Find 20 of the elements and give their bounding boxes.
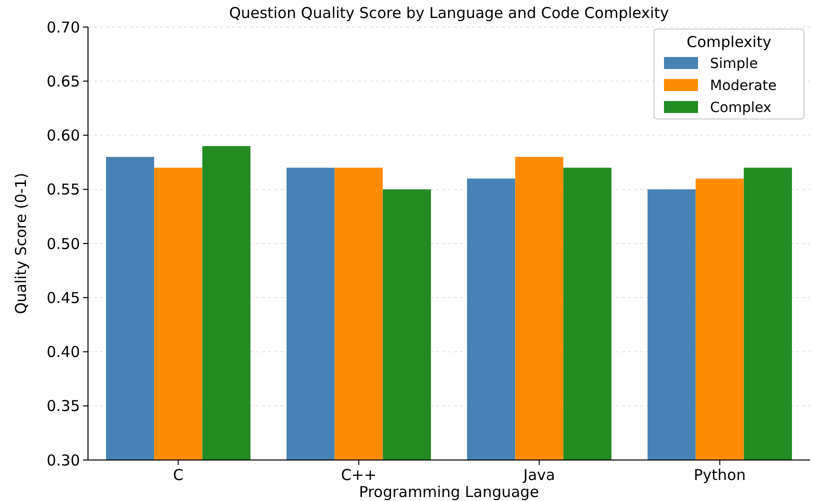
x-tick-label: Java: [522, 466, 556, 484]
y-tick-label: 0.65: [46, 72, 80, 90]
y-tick-label: 0.50: [46, 234, 80, 253]
legend-label: Simple: [710, 56, 758, 72]
x-tick-label: C: [173, 466, 184, 484]
legend-title: Complexity: [686, 33, 772, 51]
y-tick-label: 0.55: [46, 180, 80, 199]
y-tick-label: 0.60: [46, 126, 80, 144]
y-tick-label: 0.40: [46, 343, 80, 361]
x-tick-label: C++: [340, 466, 377, 484]
x-axis-title: Programming Language: [359, 483, 539, 501]
y-tick-label: 0.35: [46, 397, 80, 416]
legend-label: Complex: [710, 100, 772, 116]
legend-label: Moderate: [710, 78, 777, 94]
x-tick-label: Python: [694, 466, 746, 484]
y-tick-label: 0.70: [46, 18, 80, 36]
chart-title: Question Quality Score by Language and Code Complexity: [229, 4, 670, 22]
y-axis-title: Quality Score (0-1): [12, 172, 30, 314]
y-tick-label: 0.45: [46, 288, 80, 307]
y-tick-label: 0.30: [46, 451, 80, 470]
